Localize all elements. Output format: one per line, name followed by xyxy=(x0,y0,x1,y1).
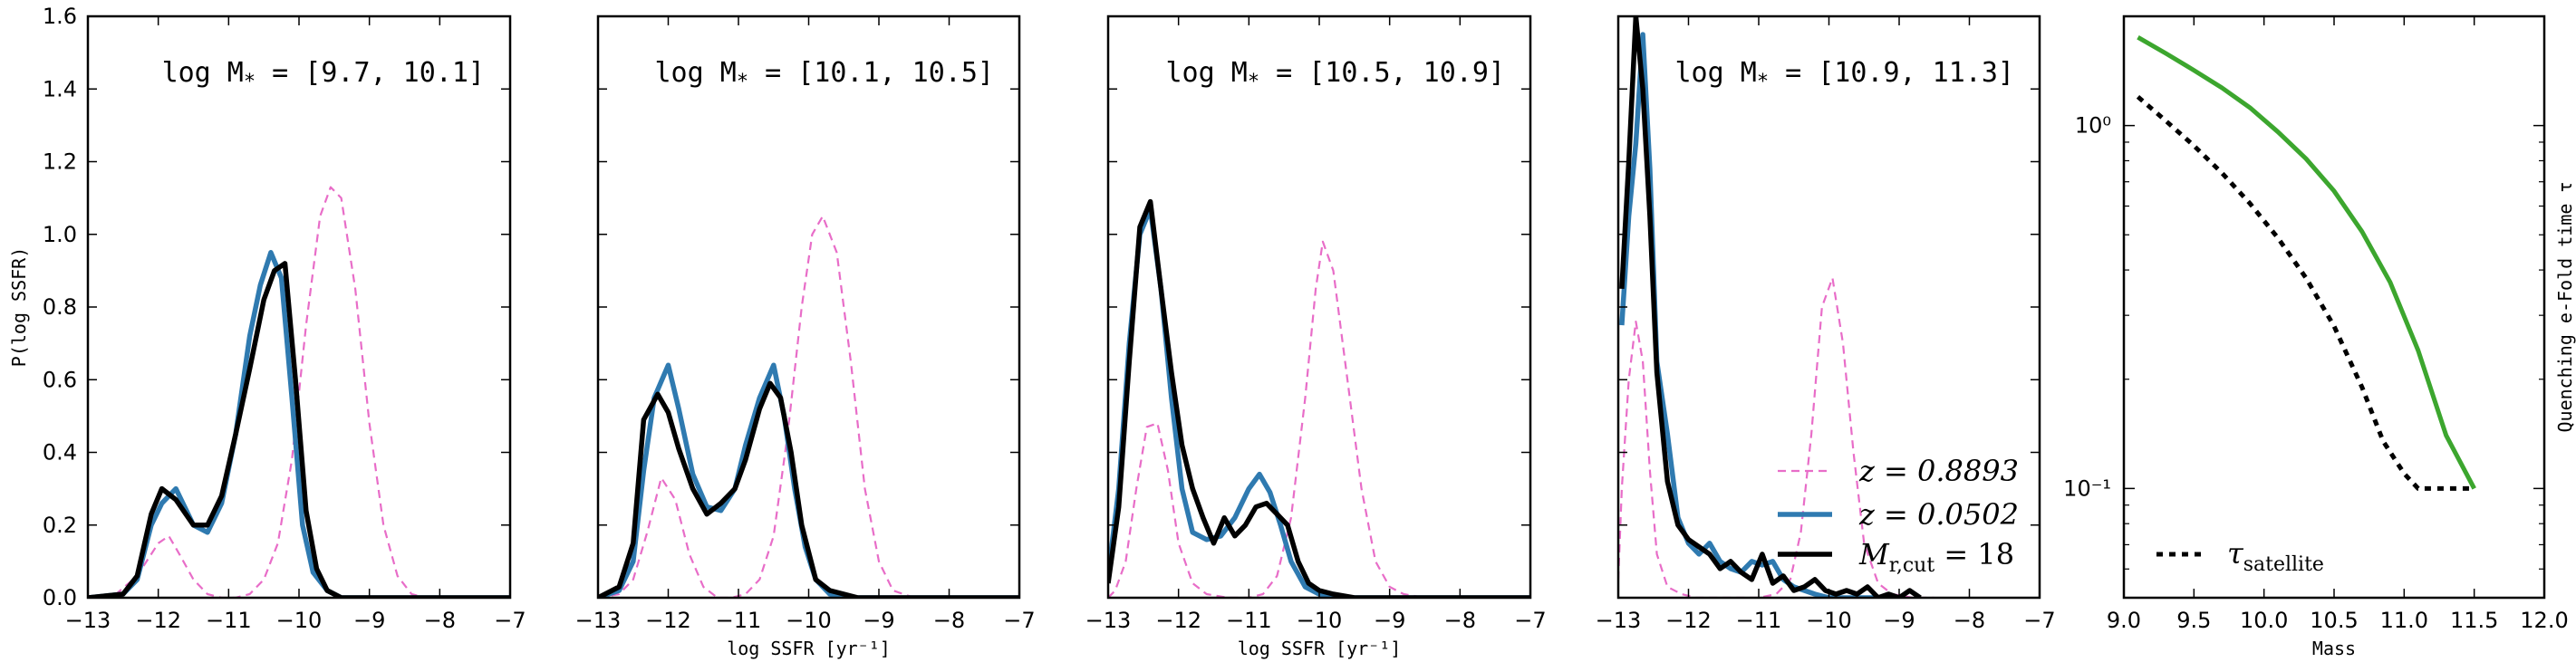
series-line-z-0-8893 xyxy=(88,186,440,598)
series-line-m-r-cut-18 xyxy=(1108,198,1530,598)
y-tick-label: 1.6 xyxy=(43,4,77,29)
panel-4: −13 −12 −11 −10 −9 −8 −7 log M* = [10.9, 11.3] z… xyxy=(1596,14,2056,633)
series-line-z-0-8893 xyxy=(1108,240,1461,598)
x-tick-label: −12 xyxy=(1665,608,1712,633)
x-tick-label: 12.0 xyxy=(2520,608,2568,633)
series-line-m-r-cut-18 xyxy=(598,380,1019,598)
x-tick-label: −9 xyxy=(1374,608,1405,633)
series-line-m-r-cut-18 xyxy=(88,261,510,598)
x-tick-label: 9.0 xyxy=(2107,608,2141,633)
legend-label: Mr,cut = 18 xyxy=(1858,537,2014,577)
x-tick-label: −13 xyxy=(575,608,622,633)
x-axis-label: log SSFR [yr⁻¹] xyxy=(727,638,891,659)
x-tick-label: −11 xyxy=(716,608,762,633)
panel-1: −13 −12 −11 −10 −9 −8 −7 0.0 0.2 0.4 0.6 0.8 1.0 1.2 1… xyxy=(8,4,526,633)
x-tick-label: −10 xyxy=(786,608,832,633)
y-tick-label: 1.4 xyxy=(43,76,77,101)
plot-frame xyxy=(596,14,1021,600)
x-tick-label: −9 xyxy=(1883,608,1915,633)
x-tick-label: −11 xyxy=(1736,608,1782,633)
x-tick-label: −8 xyxy=(424,608,456,633)
x-tick-label: −12 xyxy=(645,608,691,633)
series-line-m-r-cut-18 xyxy=(1619,15,1922,598)
series-line-z-0-0502 xyxy=(1619,32,1899,598)
x-tick-label: −13 xyxy=(1085,608,1132,633)
x-tick-label: 11.5 xyxy=(2450,608,2498,633)
series-line-unnamed xyxy=(2137,35,2476,490)
legend-label: τsatellite xyxy=(2227,536,2324,576)
x-axis-label: log SSFR [yr⁻¹] xyxy=(1238,638,1402,659)
y-tick-label: 0.4 xyxy=(43,440,77,466)
y-tick-label: 0.0 xyxy=(43,585,77,610)
x-tick-label: −9 xyxy=(353,608,385,633)
series-line-z-0-0502 xyxy=(598,362,1019,598)
y-axis-label: P(log SSFR) xyxy=(8,247,30,367)
x-tick-label: −7 xyxy=(494,608,526,633)
y-tick-label: 10⁰ xyxy=(2075,113,2111,139)
x-tick-label: 10.5 xyxy=(2310,608,2358,633)
series-line-z-0-0502 xyxy=(1108,206,1530,598)
series-line--satellite xyxy=(2136,95,2475,491)
x-tick-label: 10.0 xyxy=(2240,608,2288,633)
x-tick-label: −7 xyxy=(2023,608,2055,633)
panel-annotation: log M* = [10.9, 11.3] xyxy=(1675,57,2015,93)
y-tick-label: 0.8 xyxy=(43,294,77,320)
x-axis-label: Mass xyxy=(2312,638,2356,659)
x-tick-label: −11 xyxy=(1226,608,1272,633)
y-tick-label: 10⁻¹ xyxy=(2063,475,2111,501)
x-tick-label: −10 xyxy=(276,608,323,633)
series-line-z-0-8893 xyxy=(1618,276,1934,598)
x-tick-label: −8 xyxy=(1444,608,1476,633)
x-tick-label: −7 xyxy=(1003,608,1035,633)
x-tick-label: −12 xyxy=(1155,608,1201,633)
panel-annotation: log M* = [9.7, 10.1] xyxy=(162,57,485,93)
x-tick-label: −7 xyxy=(1514,608,1546,633)
plot-frame xyxy=(2122,14,2546,600)
panel-annotation: log M* = [10.1, 10.5] xyxy=(655,57,995,93)
x-tick-label: −13 xyxy=(65,608,111,633)
panel-3: −13 −12 −11 −10 −9 −8 −7 log M* = [10.5, 10.9] l… xyxy=(1085,14,1547,659)
x-tick-label: −10 xyxy=(1806,608,1852,633)
y-tick-label: 1.0 xyxy=(43,222,77,247)
x-tick-label: −8 xyxy=(1954,608,1985,633)
x-tick-label: −12 xyxy=(135,608,181,633)
legend-label: z = 0.8893 xyxy=(1858,454,2019,488)
y-tick-label: 1.2 xyxy=(43,149,77,175)
legend-label: z = 0.0502 xyxy=(1858,497,2019,532)
x-tick-label: −10 xyxy=(1297,608,1343,633)
x-tick-label: −13 xyxy=(1596,608,1642,633)
x-tick-label: 11.0 xyxy=(2380,608,2428,633)
panel-annotation: log M* = [10.5, 10.9] xyxy=(1166,57,1506,93)
x-tick-label: −8 xyxy=(933,608,965,633)
panel-2: −13 −12 −11 −10 −9 −8 −7 log M* = [10.1, 10.5] l… xyxy=(575,14,1036,659)
plot-frame xyxy=(1106,14,1532,600)
y-axis-label: Quenching e-Fold time τ xyxy=(2554,182,2576,433)
panel-5: 9.0 9.5 10.0 10.5 11.0 11.5 12.0 10⁻¹ 10⁰ Mass Que… xyxy=(2063,14,2576,659)
series-line-z-0-8893 xyxy=(598,215,950,598)
y-tick-label: 0.2 xyxy=(43,513,77,538)
x-tick-label: 9.5 xyxy=(2176,608,2211,633)
y-tick-label: 0.6 xyxy=(43,367,77,392)
x-tick-label: −9 xyxy=(863,608,894,633)
x-tick-label: −11 xyxy=(206,608,252,633)
